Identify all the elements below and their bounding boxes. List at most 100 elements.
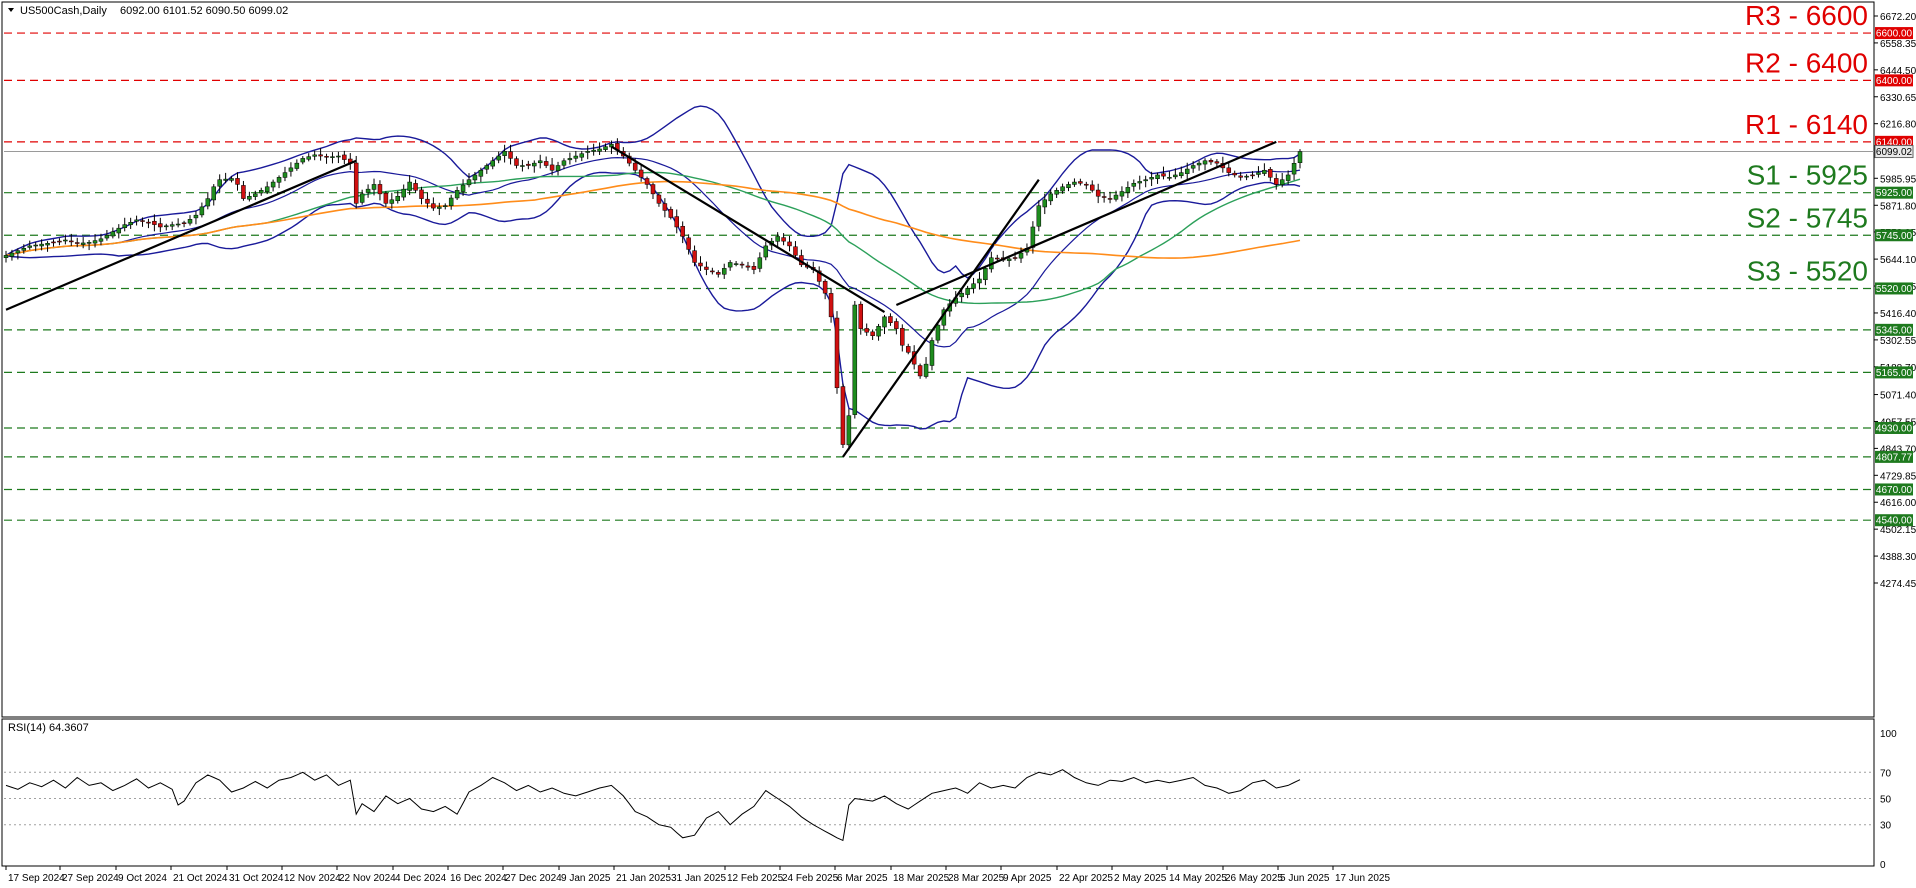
trendline-2 bbox=[842, 179, 1040, 458]
level-label-3: S1 - 5925 bbox=[1747, 160, 1868, 191]
candle-body-99 bbox=[591, 149, 596, 152]
candle-body-116 bbox=[692, 250, 697, 263]
candle-body-152 bbox=[905, 346, 911, 353]
candle-body-150 bbox=[894, 321, 899, 329]
candle-body-89 bbox=[532, 162, 537, 167]
candle-body-117 bbox=[698, 262, 703, 267]
candle-body-175 bbox=[1042, 199, 1048, 208]
candle-body-49 bbox=[294, 162, 300, 169]
dropdown-triangle-icon[interactable] bbox=[8, 8, 14, 12]
candle-body-207 bbox=[1232, 172, 1237, 176]
y-tick-label-15: 4843.70 bbox=[1880, 444, 1916, 455]
candle-body-169 bbox=[1006, 258, 1012, 261]
candle-body-16 bbox=[98, 238, 104, 242]
main-panel-frame bbox=[1, 1, 1875, 718]
candle-body-30 bbox=[181, 222, 187, 224]
candle-body-156 bbox=[929, 340, 935, 366]
candle-body-190 bbox=[1131, 182, 1137, 187]
candle-body-52 bbox=[312, 154, 317, 157]
candle-body-157 bbox=[935, 324, 941, 341]
candle-body-203 bbox=[1208, 160, 1214, 163]
candle-body-100 bbox=[597, 148, 602, 152]
candle-body-23 bbox=[140, 220, 145, 222]
candle-body-7 bbox=[45, 242, 50, 246]
candle-body-186 bbox=[1107, 198, 1113, 200]
candle-body-145 bbox=[864, 328, 869, 333]
candle-body-15 bbox=[92, 240, 98, 244]
candle-body-111 bbox=[662, 203, 668, 211]
candle-body-43 bbox=[258, 190, 264, 194]
y-tick-label-6: 5871.80 bbox=[1880, 201, 1916, 212]
level-badge-text-6: 5345.00 bbox=[1876, 325, 1913, 336]
y-tick-label-11: 5302.55 bbox=[1880, 336, 1916, 347]
candle-body-109 bbox=[650, 184, 656, 195]
candle-body-161 bbox=[959, 292, 964, 298]
level-labels: R3 - 6600 R2 - 6400 R1 - 6140 S1 - 5925 S2 -… bbox=[1745, 0, 1868, 286]
candle-body-191 bbox=[1137, 181, 1142, 184]
x-tick-label-22: 26 May 2025 bbox=[1225, 873, 1283, 884]
candle-body-48 bbox=[288, 167, 294, 172]
candle-body-177 bbox=[1054, 190, 1059, 195]
candle-body-142 bbox=[846, 415, 852, 446]
rsi-tick-label-3: 30 bbox=[1880, 821, 1892, 832]
candle-body-208 bbox=[1238, 175, 1243, 178]
candle-body-183 bbox=[1089, 184, 1095, 191]
candle-body-90 bbox=[537, 160, 543, 164]
candle-body-122 bbox=[727, 262, 733, 268]
candle-body-21 bbox=[128, 222, 133, 226]
level-badge-9 bbox=[1875, 450, 1913, 463]
candle-body-53 bbox=[318, 154, 323, 157]
level-badge-7 bbox=[1875, 366, 1913, 379]
candle-body-120 bbox=[716, 272, 721, 275]
current-price-badge bbox=[1874, 145, 1914, 159]
level-badge-11 bbox=[1875, 514, 1913, 527]
candle-body-162 bbox=[965, 288, 970, 295]
level-badge-10 bbox=[1875, 483, 1913, 496]
candle-body-198 bbox=[1179, 172, 1184, 177]
candle-body-133 bbox=[793, 246, 798, 256]
x-tick-label-14: 24 Feb 2025 bbox=[782, 873, 839, 884]
candle-body-92 bbox=[549, 164, 555, 171]
rsi-tick-label-2: 50 bbox=[1880, 795, 1892, 806]
candle-body-184 bbox=[1095, 189, 1101, 197]
candle-body-189 bbox=[1125, 187, 1131, 193]
candle-body-139 bbox=[828, 293, 834, 318]
level-badge-1 bbox=[1875, 74, 1913, 87]
candle-body-59 bbox=[353, 162, 359, 204]
candle-body-5 bbox=[33, 244, 38, 247]
candle-body-202 bbox=[1202, 160, 1208, 165]
candle-body-1 bbox=[9, 252, 15, 257]
candle-body-77 bbox=[460, 184, 466, 192]
candle-body-204 bbox=[1214, 161, 1220, 164]
rsi-line bbox=[5, 769, 1301, 842]
candle-body-115 bbox=[686, 237, 691, 250]
candle-body-57 bbox=[342, 154, 347, 160]
y-tick-label-0: 6672.20 bbox=[1880, 12, 1916, 23]
level-badge-text-2: 6140.00 bbox=[1876, 137, 1913, 148]
x-tick-label-20: 2 May 2025 bbox=[1114, 873, 1167, 884]
candle-body-213 bbox=[1268, 169, 1273, 178]
x-tick-label-7: 4 Dec 2024 bbox=[395, 873, 447, 884]
candle-body-79 bbox=[472, 174, 478, 181]
candle-body-182 bbox=[1084, 183, 1089, 186]
rsi-tick-label-1: 70 bbox=[1880, 768, 1892, 779]
candle-body-126 bbox=[751, 266, 757, 270]
trendline-0 bbox=[5, 159, 357, 311]
y-tick-label-1: 6558.35 bbox=[1880, 39, 1916, 50]
candle-body-197 bbox=[1173, 174, 1178, 178]
level-label-4: S2 - 5745 bbox=[1747, 202, 1868, 233]
candle-body-61 bbox=[365, 188, 371, 193]
candle-body-86 bbox=[514, 158, 519, 166]
candle-body-76 bbox=[454, 190, 460, 199]
candle-body-123 bbox=[733, 263, 739, 265]
level-badge-5 bbox=[1875, 282, 1913, 295]
candle-body-42 bbox=[253, 193, 258, 197]
candle-body-10 bbox=[63, 239, 68, 242]
candle-body-141 bbox=[840, 386, 846, 445]
candle-body-19 bbox=[116, 227, 122, 234]
level-badge-6 bbox=[1875, 323, 1913, 336]
x-tick-label-24: 17 Jun 2025 bbox=[1335, 873, 1390, 884]
level-badge-text-3: 5925.00 bbox=[1876, 188, 1913, 199]
level-badges: 6600.00 6400.00 6140.00 5925.00 5745.00 5520.… bbox=[1874, 27, 1914, 527]
